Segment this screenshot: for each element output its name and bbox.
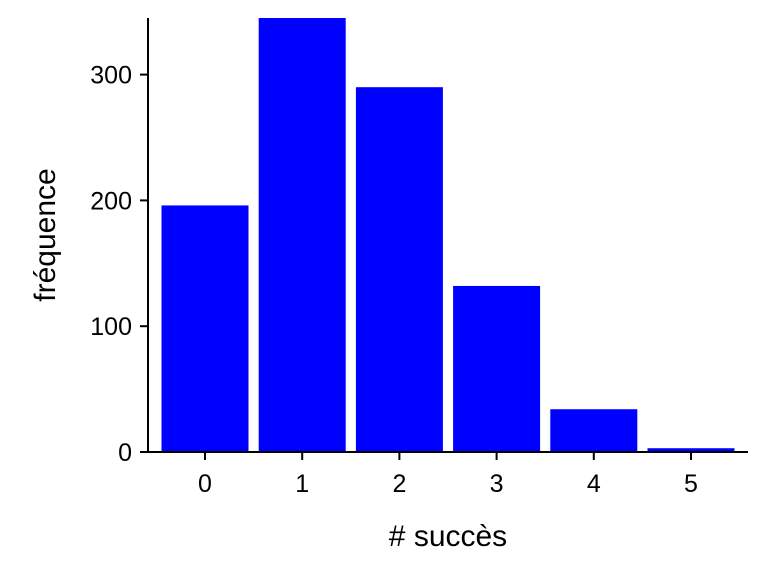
bar-5 [647,448,735,452]
bar-3 [453,285,541,452]
x-tick-label-5: 5 [684,470,698,498]
bar-0 [161,205,249,452]
x-tick-label-0: 0 [198,470,212,498]
y-tick-label-300: 300 [90,62,132,90]
y-axis-title: fréquence [29,168,62,301]
y-axis: 0 100 200 300 [90,18,149,467]
y-tick-label-0: 0 [118,439,132,467]
bar-1 [258,18,346,452]
y-tick-label-200: 200 [90,187,132,215]
bar-4 [550,409,638,452]
x-tick-label-4: 4 [587,470,601,498]
bar-2 [355,87,443,452]
x-axis: 0 1 2 3 4 5 [148,451,748,498]
bars-group [161,18,735,452]
x-axis-title: # succès [389,520,507,553]
x-tick-label-2: 2 [392,470,406,498]
x-tick-label-3: 3 [490,470,504,498]
y-tick-label-100: 100 [90,313,132,341]
x-tick-label-1: 1 [295,470,309,498]
